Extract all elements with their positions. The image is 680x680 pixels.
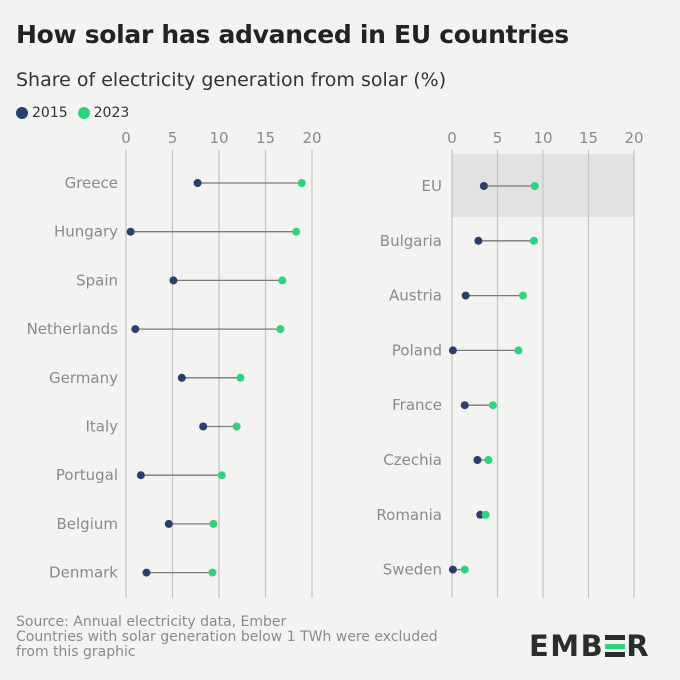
logo-text-right: R [626,629,651,663]
category-label-greece: Greece [65,174,118,192]
category-label-sweden: Sweden [383,561,442,579]
exclusion-note: Countries with solar generation below 1 … [16,629,438,645]
point-2015-germany [177,373,186,382]
point-2015-belgium [164,519,173,528]
category-label-france: France [392,396,442,414]
category-label-italy: Italy [85,418,118,436]
legend-label-2023: 2023 [93,105,130,121]
panel-2-tick-label-0: 0 [447,129,457,147]
point-2023-spain [278,276,287,285]
point-2023-hungary [292,227,301,236]
footer: Source: Annual electricity data, Ember C… [16,615,438,660]
category-label-belgium: Belgium [57,515,119,533]
point-2023-poland [514,346,523,355]
point-2023-bulgaria [529,236,538,245]
panel-1-tick-label-10: 10 [209,129,228,147]
source-note: Source: Annual electricity data, Ember [16,614,287,630]
point-2015-hungary [126,227,135,236]
point-2023-eu [530,182,539,190]
point-2015-netherlands [131,325,140,334]
point-2015-sweden [448,565,457,574]
point-2023-romania [481,510,490,519]
point-2015-spain [169,276,178,285]
dumbbell-chart: 0 5 10 15 20 Greece Hungary Spain Netherlands Ger… [27,129,644,598]
category-label-bulgaria: Bulgaria [380,232,442,250]
point-2015-poland [448,346,457,355]
point-2015-greece [193,179,202,187]
chart-title: How solar has advanced in EU countries [16,20,569,49]
category-label-austria: Austria [389,287,442,305]
point-2015-denmark [142,568,151,577]
point-2015-italy [199,422,208,431]
category-label-czechia: Czechia [383,451,442,469]
panel-1-tick-label-5: 5 [168,129,178,147]
legend-dot-2015 [16,107,28,119]
point-2023-germany [236,373,245,382]
point-2023-portugal [217,471,226,480]
point-2023-austria [518,291,527,300]
category-label-portugal: Portugal [56,466,118,484]
point-2023-france [488,401,497,410]
logo-text-left: EMB [529,629,605,663]
panel-1-tick-label-0: 0 [121,129,131,147]
point-2015-france [460,401,469,410]
chart-subtitle: Share of electricity generation from sol… [16,69,447,91]
category-label-spain: Spain [76,271,118,289]
category-label-hungary: Hungary [54,223,118,241]
legend-dot-2023 [77,107,90,119]
panel-2-tick-label-15: 15 [579,129,598,147]
point-2015-eu [479,182,488,190]
category-label-eu: EU [422,177,442,195]
legend-label-2015: 2015 [32,105,68,121]
category-label-netherlands: Netherlands [27,320,119,338]
category-label-poland: Poland [392,341,442,359]
point-2015-austria [461,291,470,300]
point-2023-italy [232,422,241,431]
point-2023-belgium [209,519,218,528]
ember-logo: EMB R [529,629,650,663]
point-2023-sweden [460,565,469,574]
legend: 2015 2023 [16,105,139,121]
point-2015-czechia [473,456,482,464]
legend-item-2023: 2023 [77,105,130,121]
panel-2-tick-label-20: 20 [624,129,643,147]
point-2023-greece [297,179,306,187]
category-label-denmark: Denmark [49,564,118,582]
point-2015-portugal [136,471,145,480]
panel-1-tick-label-15: 15 [256,129,275,147]
point-2023-netherlands [276,325,285,334]
panel-1-tick-label-20: 20 [302,129,321,147]
panel-2-tick-label-5: 5 [493,129,503,147]
category-label-germany: Germany [49,369,118,387]
panel-2-tick-label-10: 10 [533,129,552,147]
point-2023-denmark [208,568,217,577]
legend-item-2015: 2015 [16,105,68,121]
logo-e-mark [605,635,626,657]
point-2023-czechia [484,456,493,464]
point-2015-bulgaria [474,236,483,245]
exclusion-note-cont: from this graphic [16,644,136,660]
category-label-romania: Romania [376,506,442,524]
